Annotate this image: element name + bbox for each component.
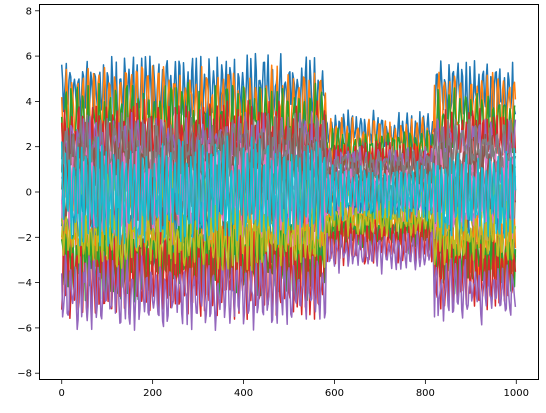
plot-frame [39,4,539,380]
x-tick-label: 800 [416,388,435,399]
x-tick-label: 600 [325,388,344,399]
series-line-20 [60,135,517,248]
y-tick-label: 4 [26,97,32,108]
y-tick-label: 0 [26,188,32,199]
series-line-19 [60,200,517,271]
x-tick-label: 200 [143,388,162,399]
series-line-18 [60,112,517,182]
series-line-15 [60,228,517,332]
series-line-2 [60,64,517,170]
y-tick-label: −8 [17,369,32,380]
series-layer [60,52,517,332]
x-tick-label: 1000 [504,388,529,399]
y-tick-label: 2 [26,142,32,153]
y-tick-label: −2 [17,233,32,244]
y-tick-label: −6 [17,323,32,334]
y-axis: −8 −6 −4 −2 0 2 4 6 8 [17,6,39,380]
x-axis: 0 200 400 600 800 1000 [59,380,529,399]
y-tick-label: −4 [17,278,32,289]
y-tick-label: 6 [26,52,32,63]
x-tick-label: 0 [59,388,65,399]
y-tick-label: 8 [26,6,32,17]
x-tick-label: 400 [234,388,253,399]
